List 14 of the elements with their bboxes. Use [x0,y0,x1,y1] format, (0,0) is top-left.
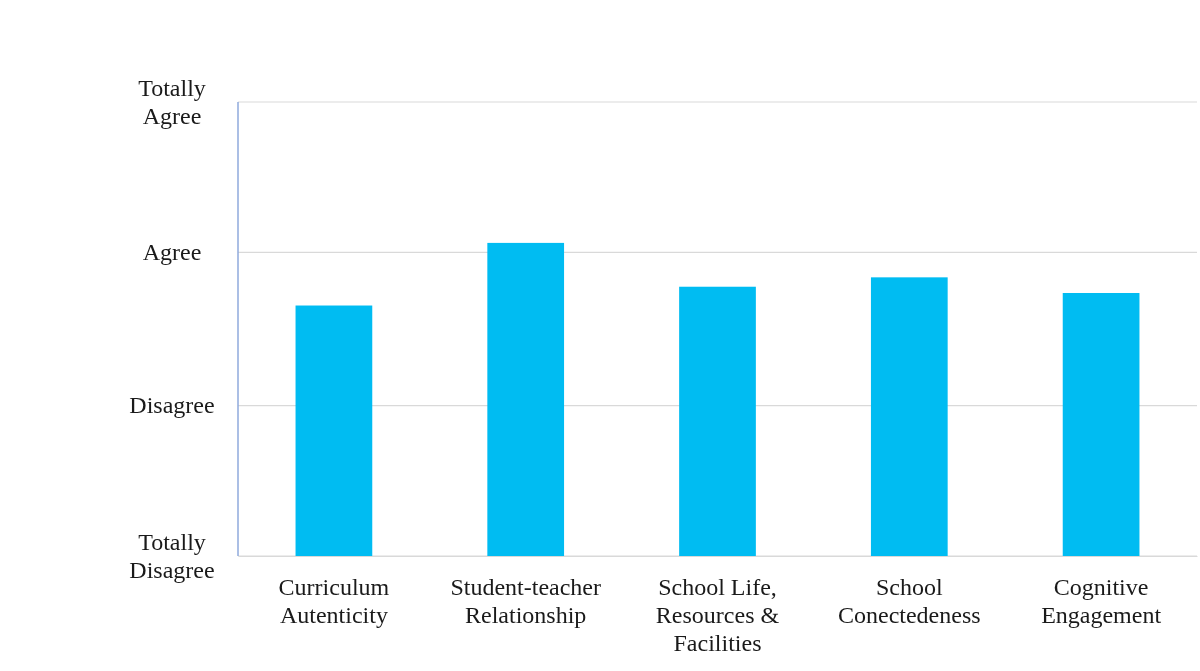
bar [679,286,756,556]
x-tick-label: School Life, Resources & Facilities [655,574,780,657]
ref-line-label: Totally Disagree [129,528,215,583]
ref-line-label: Disagree [129,392,215,419]
ref-line-label: Agree [142,238,202,265]
bar [1062,292,1140,556]
x-tick-label: Student-teacher Relationship [450,574,601,629]
x-tick-label: Curriculum Autenticity [278,574,390,629]
bar [870,277,948,556]
x-tick-label: School Conectedeness [837,574,981,629]
bar [295,305,373,556]
ref-line-label: Totally Agree [138,74,206,129]
x-tick-label: Cognitive Engagement [1041,574,1162,629]
bar [487,242,565,556]
